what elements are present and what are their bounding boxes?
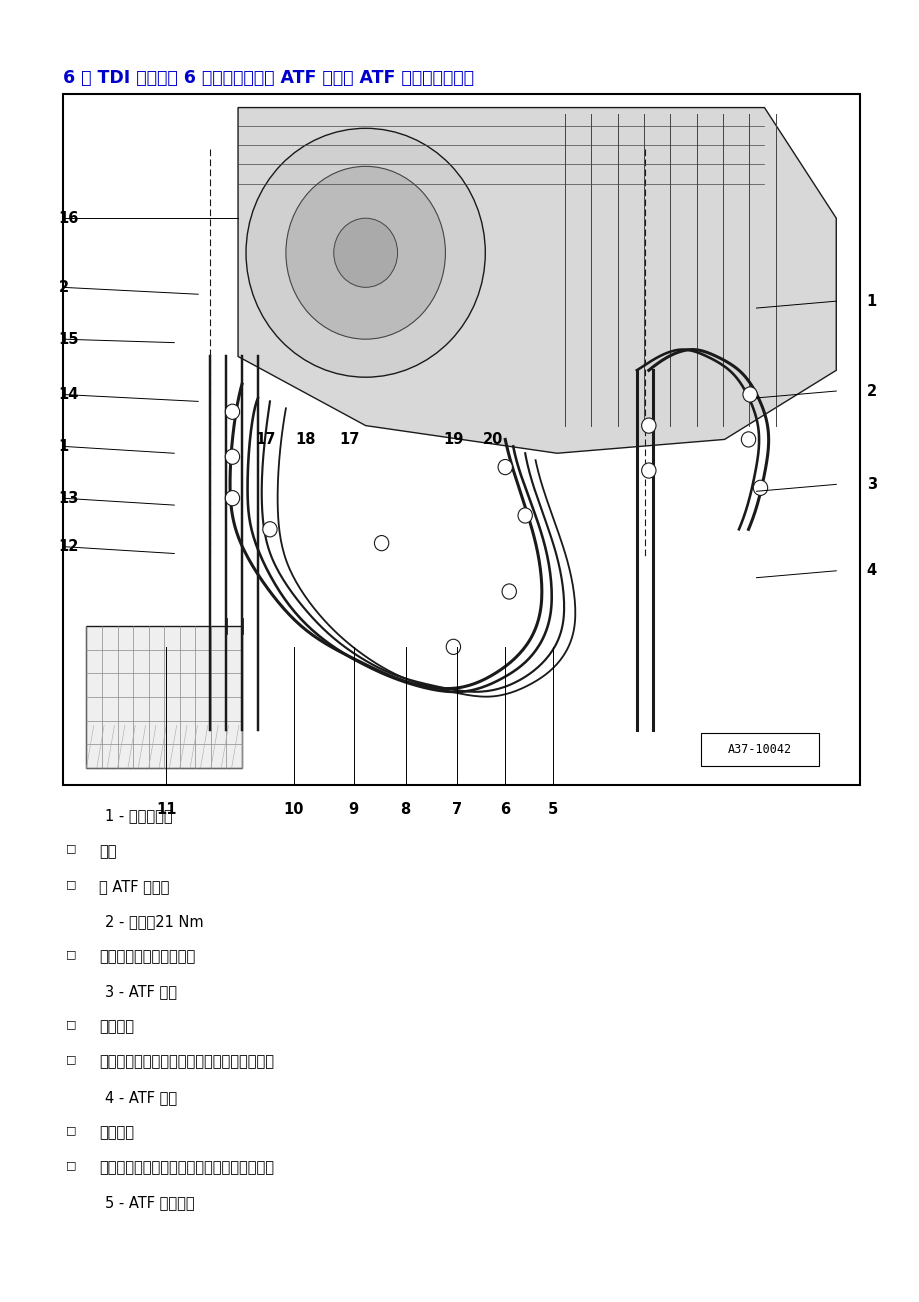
Text: □: □ [66,1160,76,1170]
Text: 13: 13 [59,491,79,505]
Text: □: □ [66,1055,76,1065]
Ellipse shape [245,129,485,378]
Ellipse shape [446,639,460,655]
Ellipse shape [225,404,239,419]
Text: □: □ [66,879,76,889]
Ellipse shape [753,480,766,496]
Ellipse shape [225,449,239,465]
Text: 注意分配: 注意分配 [99,1019,134,1035]
Ellipse shape [263,522,277,536]
Text: □: □ [66,844,76,854]
Text: 11: 11 [156,802,176,816]
Text: 16: 16 [59,211,79,225]
Text: 5: 5 [548,802,558,816]
Text: 6 缸 TDI 发动机和 6 缸汽油发动机的 ATF 管路和 ATF 冷却器装配一览: 6 缸 TDI 发动机和 6 缸汽油发动机的 ATF 管路和 ATF 冷却器装配… [62,69,473,87]
Text: 10: 10 [283,802,304,816]
Text: □: □ [66,1125,76,1135]
Text: 4: 4 [866,564,876,578]
Ellipse shape [502,583,516,599]
Ellipse shape [517,508,532,523]
Text: 更新: 更新 [99,844,117,859]
Text: 涂 ATF 后安装: 涂 ATF 后安装 [99,879,169,894]
Bar [700,733,818,766]
Text: 8: 8 [400,802,410,816]
Text: 7: 7 [452,802,462,816]
Ellipse shape [641,464,655,478]
Text: 用手完全插入到变速箱的极限位置，然后拧紧: 用手完全插入到变速箱的极限位置，然后拧紧 [99,1160,274,1176]
Text: 15: 15 [59,332,79,346]
Text: 3: 3 [866,477,876,492]
Text: 17: 17 [255,432,276,447]
Ellipse shape [374,535,389,551]
Text: □: □ [66,949,76,960]
Ellipse shape [497,460,512,475]
Bar [62,94,859,785]
Text: 12: 12 [59,539,79,555]
Text: A37-10042: A37-10042 [727,742,791,755]
Text: 14: 14 [59,387,79,402]
Bar [86,626,242,768]
Text: □: □ [66,1019,76,1030]
Text: 注意分配: 注意分配 [99,1125,134,1141]
Text: 18: 18 [295,432,316,447]
Ellipse shape [741,432,754,447]
Text: 3 - ATF 管路: 3 - ATF 管路 [105,984,176,1000]
Text: 20: 20 [482,432,503,447]
Text: 19: 19 [443,432,463,447]
Text: 用手完全插入到变速箱的极限位置，然后拧紧: 用手完全插入到变速箱的极限位置，然后拧紧 [99,1055,274,1070]
Text: 9: 9 [348,802,358,816]
Text: 直在管路完全插入后拧紧: 直在管路完全插入后拧紧 [99,949,196,965]
Text: 2 - 螺栓，21 Nm: 2 - 螺栓，21 Nm [105,914,203,930]
Text: 5 - ATF 管路支架: 5 - ATF 管路支架 [105,1195,194,1211]
Polygon shape [238,108,835,453]
Text: 1: 1 [866,294,876,309]
Text: 1 - 圆形密封圈: 1 - 圆形密封圈 [105,809,173,824]
Text: 2: 2 [866,384,876,398]
Text: 4 - ATF 管路: 4 - ATF 管路 [105,1090,176,1105]
Text: 2: 2 [59,280,69,294]
Ellipse shape [225,491,239,505]
Ellipse shape [743,387,756,402]
Text: 6: 6 [500,802,510,816]
Text: 17: 17 [339,432,359,447]
Ellipse shape [641,418,655,434]
Ellipse shape [334,219,397,288]
Ellipse shape [286,167,445,340]
Text: 1: 1 [59,439,69,454]
